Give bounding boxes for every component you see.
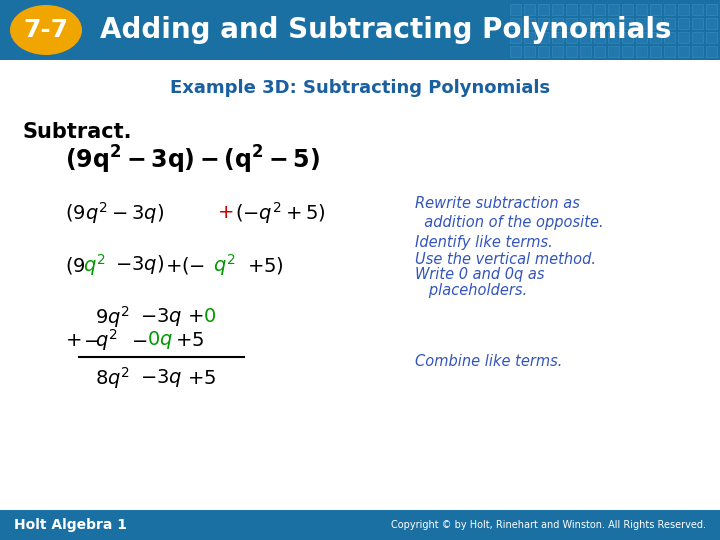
FancyBboxPatch shape	[664, 32, 675, 43]
FancyBboxPatch shape	[706, 4, 717, 15]
Text: $(9$: $(9$	[65, 254, 86, 275]
Text: $-$: $-$	[131, 330, 148, 349]
FancyBboxPatch shape	[524, 18, 535, 29]
FancyBboxPatch shape	[636, 46, 647, 57]
Text: $- 3q$: $- 3q$	[140, 306, 182, 328]
FancyBboxPatch shape	[664, 4, 675, 15]
Text: placeholders.: placeholders.	[415, 284, 527, 299]
Text: $+ 5$: $+ 5$	[175, 330, 204, 349]
Text: Copyright © by Holt, Rinehart and Winston. All Rights Reserved.: Copyright © by Holt, Rinehart and Winsto…	[391, 520, 706, 530]
FancyBboxPatch shape	[0, 0, 720, 60]
FancyBboxPatch shape	[692, 32, 703, 43]
FancyBboxPatch shape	[622, 4, 633, 15]
FancyBboxPatch shape	[650, 4, 661, 15]
FancyBboxPatch shape	[622, 18, 633, 29]
Text: $+ 5)$: $+ 5)$	[247, 254, 284, 275]
FancyBboxPatch shape	[524, 46, 535, 57]
FancyBboxPatch shape	[636, 18, 647, 29]
FancyBboxPatch shape	[510, 4, 521, 15]
Text: Combine like terms.: Combine like terms.	[415, 354, 562, 369]
FancyBboxPatch shape	[510, 32, 521, 43]
FancyBboxPatch shape	[538, 46, 549, 57]
FancyBboxPatch shape	[636, 32, 647, 43]
FancyBboxPatch shape	[524, 32, 535, 43]
Text: Example 3D: Subtracting Polynomials: Example 3D: Subtracting Polynomials	[170, 79, 550, 97]
FancyBboxPatch shape	[636, 4, 647, 15]
Text: $+ (-$: $+ (-$	[165, 254, 205, 275]
FancyBboxPatch shape	[0, 510, 720, 540]
Text: $+ 5$: $+ 5$	[187, 368, 216, 388]
FancyBboxPatch shape	[608, 32, 619, 43]
Text: Write 0 and 0q as: Write 0 and 0q as	[415, 267, 544, 282]
Text: $\mathbf{(9q^2 - 3q) - (q^2 - 5)}$: $\mathbf{(9q^2 - 3q) - (q^2 - 5)}$	[65, 144, 320, 176]
Text: Use the vertical method.: Use the vertical method.	[415, 252, 596, 267]
FancyBboxPatch shape	[608, 46, 619, 57]
FancyBboxPatch shape	[608, 18, 619, 29]
FancyBboxPatch shape	[678, 46, 689, 57]
FancyBboxPatch shape	[510, 46, 521, 57]
FancyBboxPatch shape	[650, 46, 661, 57]
Text: Identify like terms.: Identify like terms.	[415, 235, 553, 251]
Text: $+$: $+$	[217, 204, 233, 222]
FancyBboxPatch shape	[622, 46, 633, 57]
FancyBboxPatch shape	[566, 46, 577, 57]
FancyBboxPatch shape	[524, 4, 535, 15]
Text: $+$: $+$	[65, 330, 81, 349]
Text: $-$: $-$	[83, 330, 99, 349]
FancyBboxPatch shape	[706, 18, 717, 29]
Text: $- 3q$: $- 3q$	[140, 367, 182, 389]
FancyBboxPatch shape	[566, 18, 577, 29]
FancyBboxPatch shape	[552, 4, 563, 15]
FancyBboxPatch shape	[678, 4, 689, 15]
FancyBboxPatch shape	[678, 32, 689, 43]
FancyBboxPatch shape	[650, 18, 661, 29]
Text: Rewrite subtraction as: Rewrite subtraction as	[415, 197, 580, 212]
Text: $+$: $+$	[187, 307, 203, 327]
FancyBboxPatch shape	[566, 32, 577, 43]
FancyBboxPatch shape	[580, 46, 591, 57]
FancyBboxPatch shape	[594, 46, 605, 57]
Text: $q^2$: $q^2$	[95, 327, 117, 353]
FancyBboxPatch shape	[538, 32, 549, 43]
FancyBboxPatch shape	[692, 46, 703, 57]
FancyBboxPatch shape	[608, 4, 619, 15]
Text: $- 3q)$: $- 3q)$	[115, 253, 164, 276]
FancyBboxPatch shape	[664, 46, 675, 57]
Text: $(-q^2 + 5)$: $(-q^2 + 5)$	[235, 200, 325, 226]
FancyBboxPatch shape	[552, 18, 563, 29]
FancyBboxPatch shape	[566, 4, 577, 15]
FancyBboxPatch shape	[538, 18, 549, 29]
FancyBboxPatch shape	[594, 32, 605, 43]
FancyBboxPatch shape	[552, 32, 563, 43]
FancyBboxPatch shape	[552, 46, 563, 57]
FancyBboxPatch shape	[510, 18, 521, 29]
Text: $0$: $0$	[203, 307, 216, 327]
FancyBboxPatch shape	[580, 32, 591, 43]
FancyBboxPatch shape	[594, 18, 605, 29]
FancyBboxPatch shape	[706, 46, 717, 57]
FancyBboxPatch shape	[664, 18, 675, 29]
Text: 7-7: 7-7	[24, 18, 68, 42]
Text: Subtract.: Subtract.	[22, 122, 132, 142]
Text: addition of the opposite.: addition of the opposite.	[415, 214, 603, 230]
FancyBboxPatch shape	[692, 4, 703, 15]
Text: $(9q^2 - 3q)$: $(9q^2 - 3q)$	[65, 200, 164, 226]
Text: $9q^2$: $9q^2$	[95, 304, 130, 330]
Text: $8q^2$: $8q^2$	[95, 365, 130, 391]
Text: Holt Algebra 1: Holt Algebra 1	[14, 518, 127, 532]
Text: $q^2$: $q^2$	[213, 252, 235, 278]
FancyBboxPatch shape	[678, 18, 689, 29]
Text: $q^2$: $q^2$	[83, 252, 106, 278]
FancyBboxPatch shape	[594, 4, 605, 15]
Text: Adding and Subtracting Polynomials: Adding and Subtracting Polynomials	[100, 16, 672, 44]
FancyBboxPatch shape	[538, 4, 549, 15]
Text: $0q$: $0q$	[147, 329, 173, 351]
FancyBboxPatch shape	[580, 4, 591, 15]
FancyBboxPatch shape	[706, 32, 717, 43]
FancyBboxPatch shape	[622, 32, 633, 43]
FancyBboxPatch shape	[692, 18, 703, 29]
FancyBboxPatch shape	[580, 18, 591, 29]
Ellipse shape	[10, 5, 82, 55]
FancyBboxPatch shape	[650, 32, 661, 43]
